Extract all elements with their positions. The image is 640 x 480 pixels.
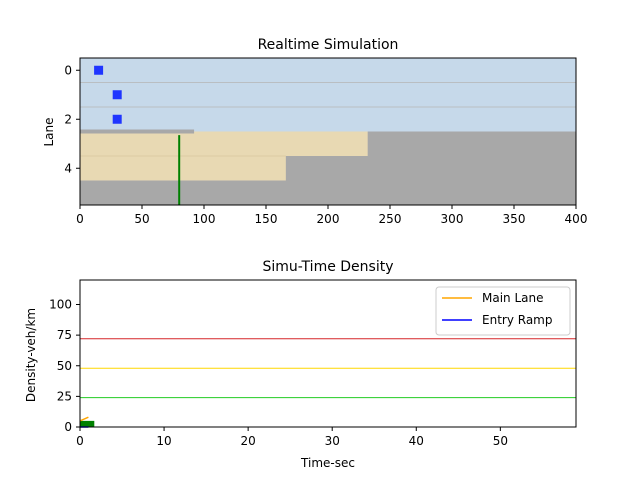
density-x-tick-label: 50: [493, 434, 508, 448]
main-lanes-area: [80, 58, 576, 132]
sim-y-tick-label: 0: [64, 63, 72, 77]
density-legend: Main Lane Entry Ramp: [435, 286, 571, 336]
sim-y-ticks: 0 2 4: [64, 63, 80, 175]
density-status-bar: [80, 420, 95, 427]
sim-ylabel: Lane: [42, 117, 56, 146]
sim-x-tick-label: 200: [317, 212, 340, 226]
realtime-simulation-chart: Realtime Simulation Lane 0 50 100 150 200 250…: [42, 37, 587, 226]
density-x-tick-label: 20: [240, 434, 255, 448]
sim-x-tick-label: 250: [379, 212, 402, 226]
sim-x-tick-label: 150: [255, 212, 278, 226]
density-x-tick-label: 30: [325, 434, 340, 448]
density-y-tick-label: 0: [64, 420, 72, 434]
sim-title: Realtime Simulation: [258, 37, 399, 53]
sim-y-tick-label: 2: [64, 112, 72, 126]
density-x-ticks: 0 10 20 30 40 50: [76, 427, 508, 448]
legend-box: [435, 286, 571, 336]
density-axes-frame: [79, 279, 577, 428]
sim-x-tick-label: 100: [193, 212, 216, 226]
density-plot-area: [79, 338, 576, 428]
ramp-barrier: [80, 129, 195, 134]
density-y-tick-label: 50: [57, 359, 72, 373]
ramp-lane-2: [80, 156, 286, 181]
density-title: Simu-Time Density: [263, 259, 394, 275]
sim-x-tick-label: 50: [134, 212, 149, 226]
sim-x-ticks: 0 50 100 150 200 250 300 350 400: [76, 205, 587, 226]
density-ylabel: Density-veh/km: [24, 308, 38, 402]
density-y-tick-label: 75: [57, 328, 72, 342]
density-chart: Simu-Time Density Time-sec Density-veh/k…: [24, 259, 577, 470]
density-xlabel: Time-sec: [300, 456, 355, 470]
density-y-tick-label: 100: [49, 298, 72, 312]
sim-plot-area: [80, 58, 576, 205]
density-y-ticks: 0 25 50 75 100: [49, 298, 80, 434]
density-x-tick-label: 10: [156, 434, 171, 448]
vehicle-marker: [112, 90, 122, 100]
sim-x-tick-label: 300: [441, 212, 464, 226]
sim-axes-frame: [79, 57, 577, 206]
sim-x-tick-label: 350: [503, 212, 526, 226]
legend-entry-ramp-label: Entry Ramp: [482, 313, 552, 327]
sim-x-tick-label: 0: [76, 212, 84, 226]
density-x-tick-label: 40: [409, 434, 424, 448]
vehicle-marker: [112, 114, 122, 124]
ramp-lane-1: [80, 131, 368, 156]
sim-y-tick-label: 4: [64, 161, 72, 175]
series-line-main-lane: [79, 416, 89, 422]
density-x-tick-label: 0: [76, 434, 84, 448]
vehicle-marker: [94, 65, 104, 75]
sim-x-tick-label: 400: [565, 212, 588, 226]
density-y-tick-label: 25: [57, 389, 72, 403]
legend-main-lane-label: Main Lane: [482, 291, 544, 305]
